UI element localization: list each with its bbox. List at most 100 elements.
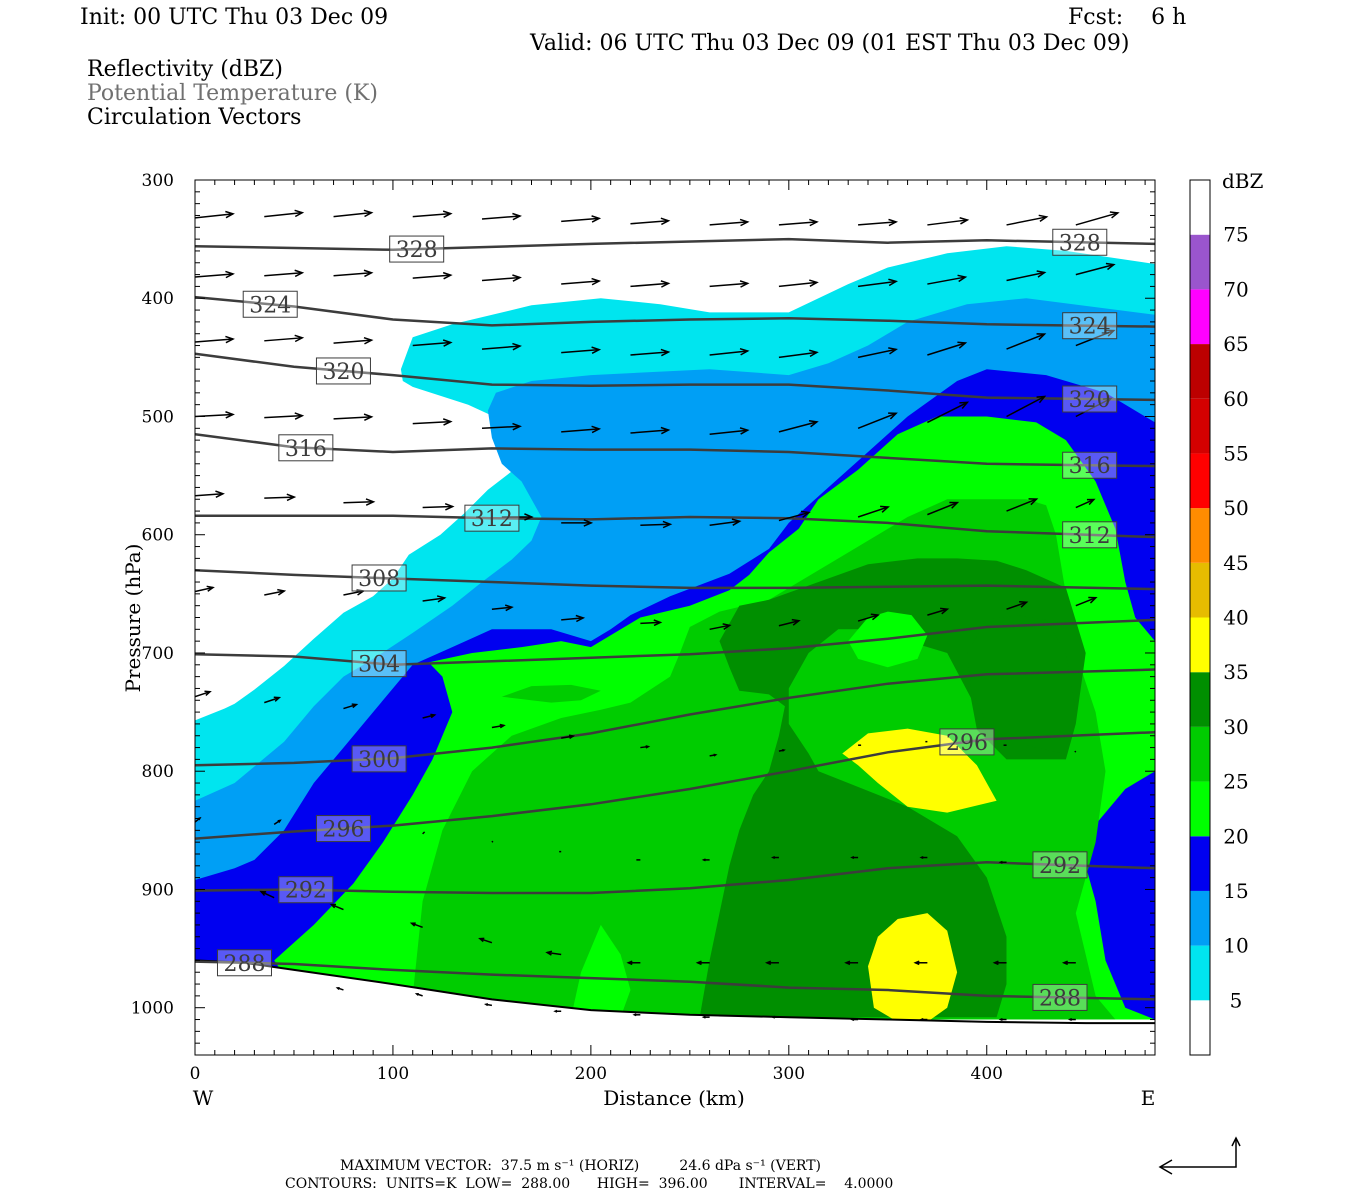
colorbar-tick-label: 65 <box>1223 332 1248 356</box>
theta-label-box <box>315 357 371 385</box>
vector-arrow <box>545 950 562 956</box>
theta-contour-labels: 328 328 324 324 320 320 316 316 312 312 308 304 300 2… <box>216 228 1118 1011</box>
theta-label-box <box>351 745 407 773</box>
x-end-label-west: W <box>193 1086 214 1110</box>
vector-arrow <box>770 1015 779 1019</box>
vector-arrow <box>491 723 506 729</box>
y-tick-label: 800 <box>142 762 174 782</box>
vector-arrow <box>850 1018 859 1022</box>
terrain-line <box>195 959 1155 1025</box>
vector-arrow <box>778 349 819 359</box>
colorbar-tick-label: 40 <box>1223 606 1248 630</box>
vector-arrow <box>1075 596 1098 607</box>
colorbar-swatch <box>1190 617 1210 673</box>
colorbar-tick-label: 15 <box>1223 879 1248 903</box>
theta-label-box <box>1062 521 1118 549</box>
vector-arrow <box>412 210 453 219</box>
x-end-label-east: E <box>1141 1086 1156 1110</box>
colorbar-swatch <box>1190 398 1210 454</box>
vector-arrow <box>195 411 235 419</box>
vector-arrow <box>1006 395 1047 418</box>
theta-label-box <box>1062 451 1118 479</box>
vector-arrow <box>919 1018 928 1022</box>
field-circulation-vectors: Circulation Vectors <box>87 105 302 130</box>
vector-arrow <box>778 749 786 752</box>
vector-arrow <box>778 419 819 433</box>
theta-label: 292 <box>285 879 327 904</box>
vector-arrow <box>333 209 374 218</box>
vector-arrow <box>857 505 890 518</box>
theta-label-box <box>351 650 407 678</box>
vector-arrow <box>422 713 437 719</box>
vector-arrow <box>1006 333 1047 350</box>
vector-arrow <box>491 604 514 612</box>
theta-contour-292 <box>195 861 1155 895</box>
valid-time: Valid: 06 UTC Thu 03 Dec 09 (01 EST Thu … <box>530 31 1130 56</box>
reflectivity-region-9 <box>571 924 631 1018</box>
theta-label: 324 <box>249 293 291 318</box>
vector-arrow <box>491 840 494 843</box>
x-tick-label: 100 <box>377 1064 409 1084</box>
vector-arrow <box>561 215 602 223</box>
vector-arrow <box>709 518 742 527</box>
vector-arrow <box>632 1013 641 1017</box>
theta-label-box <box>1062 312 1118 340</box>
vector-arrow <box>850 856 859 860</box>
colorbar-tick-label: 60 <box>1223 387 1248 411</box>
vector-arrow <box>998 1018 1007 1022</box>
vector-arrow <box>778 510 811 522</box>
vector-arrow <box>264 696 282 704</box>
theta-label-box <box>278 434 334 462</box>
reflectivity-region-7 <box>967 615 1076 754</box>
reflectivity-region-11 <box>868 913 958 1022</box>
vector-arrow <box>1006 270 1047 282</box>
vector-arrow <box>343 498 376 506</box>
forecast-hour: Fcst: 6 h <box>1068 5 1187 30</box>
vector-arrow <box>481 342 522 351</box>
theta-label: 288 <box>1039 986 1081 1011</box>
vector-arrow <box>501 513 534 521</box>
vector-arrow <box>1006 214 1049 226</box>
colorbar: 5 10 15 20 25 30 35 40 45 50 55 60 65 70 75 <box>1189 179 1249 1056</box>
y-axis-label: Pressure (hPa) <box>121 544 145 693</box>
theta-label: 320 <box>1069 388 1111 413</box>
y-tick-label: 300 <box>142 171 174 191</box>
vector-arrow <box>640 745 651 749</box>
vector-arrow <box>1075 498 1096 509</box>
terrain-fill <box>195 960 1155 1055</box>
vector-arrow <box>709 347 750 356</box>
circulation-vectors <box>195 209 1120 1022</box>
vector-arrow <box>927 607 950 616</box>
vector-arrow <box>913 960 928 966</box>
colorbar-frame <box>1189 179 1211 1056</box>
y-tick-label: 1000 <box>131 999 174 1019</box>
vector-arrow <box>709 753 718 757</box>
vector-arrow <box>422 502 455 511</box>
y-tick-label: 500 <box>142 407 174 427</box>
colorbar-swatch <box>1190 781 1210 837</box>
vector-arrow <box>701 858 710 862</box>
vector-arrow <box>414 992 423 997</box>
theta-contour-308 <box>195 568 1155 591</box>
vector-arrow <box>1067 866 1076 870</box>
theta-contour-288 <box>195 960 1155 1001</box>
theta-label-box <box>1032 851 1088 879</box>
theta-label-box <box>315 815 371 843</box>
vector-arrow <box>844 960 859 966</box>
vector-arrow <box>195 270 235 279</box>
axes: 0 100 200 300 400 300 400 500 600 700 800 900 1000 <box>131 171 1155 1084</box>
theta-label-box <box>464 504 520 532</box>
theta-contour-328 <box>195 237 1155 252</box>
vector-arrow <box>927 401 970 424</box>
vector-arrow <box>1075 211 1120 226</box>
vector-arrow <box>273 819 282 826</box>
vector-arrow <box>778 218 819 227</box>
theta-label: 300 <box>358 748 400 773</box>
theta-contour-320 <box>195 352 1155 402</box>
vector-arrow <box>630 280 671 288</box>
theta-label-box <box>939 728 995 756</box>
vector-arrow <box>858 218 899 227</box>
contour-info-note: CONTOURS: UNITS=K LOW= 288.00 HIGH= 396.… <box>285 1176 894 1192</box>
colorbar-tick-label: 20 <box>1223 824 1248 848</box>
